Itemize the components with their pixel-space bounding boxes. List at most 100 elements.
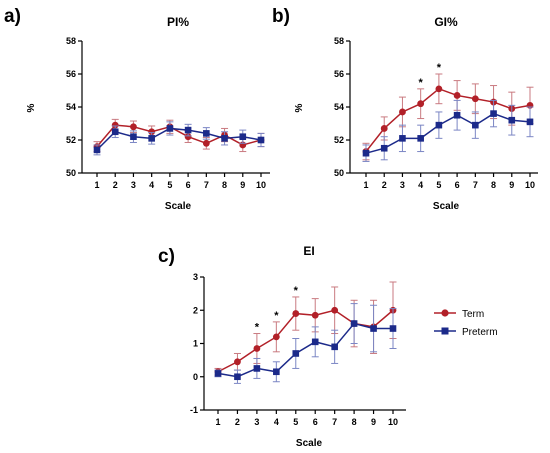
panel-a-term-point-3 xyxy=(148,128,156,136)
panel-a-ytick-label-1: 52 xyxy=(66,135,76,145)
panel-b-xtick-label-3: 4 xyxy=(418,180,423,190)
panel-c-preterm-point-6 xyxy=(331,343,338,351)
panel-b-xtick-label-8: 9 xyxy=(509,180,514,190)
panel-b-xtick-label-5: 6 xyxy=(455,180,460,190)
legend-item-preterm: Preterm xyxy=(434,327,498,338)
panel-a-preterm-point-6 xyxy=(203,130,210,137)
panel-b-significance-1: * xyxy=(437,62,442,74)
panel-c-preterm-point-2 xyxy=(253,365,261,372)
panel-c-term-point-5 xyxy=(311,311,319,319)
panel-c-xtick-label-2: 3 xyxy=(254,417,259,427)
panel-c-term-point-4 xyxy=(292,310,300,317)
panel-a-preterm-point-1 xyxy=(111,128,119,136)
panel-b-ytick-label-0: 50 xyxy=(334,168,344,178)
panel-c-title: EI xyxy=(303,244,314,258)
panel-b-term-line xyxy=(365,88,531,153)
panel-b-ytick-label-3: 56 xyxy=(334,69,344,79)
panel-c-preterm-point-4 xyxy=(292,350,300,357)
panel-a-ytick-label-2: 54 xyxy=(66,102,76,112)
panel-a-xtick-label-9: 10 xyxy=(256,180,266,190)
panel-b-preterm-point-5 xyxy=(453,111,461,119)
panel-c-preterm-point-5 xyxy=(311,338,319,346)
panel-a-preterm-point-5 xyxy=(184,126,192,134)
panel-c-significance-0: * xyxy=(255,322,260,334)
panel-b-xtick-label-0: 1 xyxy=(363,180,368,190)
panel-c-ytick-label-3: 2 xyxy=(193,305,198,315)
panel-b-xlabel: Scale xyxy=(433,201,460,212)
panel-b-preterm-point-8 xyxy=(508,116,516,124)
panel-a-ytick-label-0: 50 xyxy=(66,168,76,178)
panel-a-xtick-label-0: 1 xyxy=(94,180,99,190)
legend: Term Preterm xyxy=(434,309,498,338)
panel-c-preterm-point-0 xyxy=(214,370,222,377)
panel-c-xtick-label-3: 4 xyxy=(274,417,279,427)
panel-b-significance-0: * xyxy=(419,77,424,89)
panel-a-term-point-2 xyxy=(130,123,137,131)
panel-b-term-point-4 xyxy=(435,85,443,93)
panel-a-preterm-point-7 xyxy=(221,135,228,142)
panel-a-xlabel: Scale xyxy=(165,201,192,212)
panel-b-ytick-label-2: 54 xyxy=(334,102,344,112)
panel-a-ytick-label-4: 58 xyxy=(66,36,76,46)
panel-b-preterm-point-0 xyxy=(362,149,370,157)
panel-b-xtick-label-6: 7 xyxy=(473,180,478,190)
panel-c-plot: -1 0 1 2 3 1 2 3 4 5 6 7 8 9 10 * * * xyxy=(190,272,406,427)
panel-c-term-point-1 xyxy=(234,358,241,366)
panel-b-term-point-1 xyxy=(380,125,388,132)
panel-b-preterm-point-4 xyxy=(435,121,443,129)
legend-term-marker xyxy=(441,309,449,317)
panel-c-xtick-label-9: 10 xyxy=(388,417,398,427)
panel-a-xtick-label-3: 4 xyxy=(149,180,154,190)
panel-a-preterm-point-3 xyxy=(148,135,155,142)
panel-c-term-point-6 xyxy=(331,306,339,314)
panel-b-letter: b) xyxy=(272,6,290,27)
panel-c-ytick-label-4: 3 xyxy=(193,272,198,282)
panel-a-term-line xyxy=(96,124,262,148)
panel-a-term-point-6 xyxy=(202,139,210,147)
legend-preterm-marker xyxy=(441,327,449,335)
legend-preterm-label: Preterm xyxy=(462,327,498,338)
panel-a-xtick-label-7: 8 xyxy=(222,180,227,190)
panel-b-xtick-label-4: 5 xyxy=(436,180,441,190)
panel-a-letter: a) xyxy=(4,6,21,27)
panel-a-preterm-point-0 xyxy=(93,146,101,154)
panel-c-term-point-2 xyxy=(253,345,261,352)
panel-b-preterm-point-6 xyxy=(472,121,479,129)
panel-a-preterm-point-4 xyxy=(166,125,174,132)
panel-a-preterm-point-2 xyxy=(130,133,137,140)
panel-c-preterm-point-3 xyxy=(273,368,280,376)
panel-b-term-point-3 xyxy=(417,100,425,108)
panel-c-preterm-point-9 xyxy=(389,325,397,332)
panel-c-xtick-label-0: 1 xyxy=(215,417,220,427)
panel-c-xtick-label-6: 7 xyxy=(332,417,337,427)
panel-b-title: GI% xyxy=(434,15,458,29)
panel-c-xtick-label-1: 2 xyxy=(235,417,240,427)
panel-c-preterm-point-8 xyxy=(370,325,377,332)
panel-c-xlabel: Scale xyxy=(296,438,323,449)
panel-a-xtick-label-4: 5 xyxy=(167,180,172,190)
panel-a-term-point-5 xyxy=(184,133,192,141)
legend-item-term: Term xyxy=(434,309,484,320)
panel-c-ytick-label-1: 0 xyxy=(193,372,198,382)
panel-a-xtick-label-1: 2 xyxy=(113,180,118,190)
panel-b-preterm-point-2 xyxy=(399,135,406,142)
panel-c-letter: c) xyxy=(158,246,175,267)
panel-b-ytick-label-4: 58 xyxy=(334,36,344,46)
panel-c-ytick-label-2: 1 xyxy=(193,339,198,349)
panel-a-preterm-line xyxy=(96,127,262,151)
panel-b-ylabel: % xyxy=(294,103,305,112)
panel-a-preterm-point-9 xyxy=(257,136,265,144)
panel-b-xtick-label-2: 3 xyxy=(400,180,405,190)
panel-b-xtick-label-9: 10 xyxy=(525,180,535,190)
panel-b-preterm-point-7 xyxy=(490,110,497,117)
panel-c-preterm-line xyxy=(217,322,393,378)
panel-a-ylabel: % xyxy=(26,103,37,112)
panel-c: c) EI Scale -1 0 1 2 3 1 2 3 4 5 6 7 8 9 10 * * * xyxy=(158,244,406,449)
panel-b-preterm-point-3 xyxy=(417,135,424,142)
panel-b-ytick-label-1: 52 xyxy=(334,135,344,145)
